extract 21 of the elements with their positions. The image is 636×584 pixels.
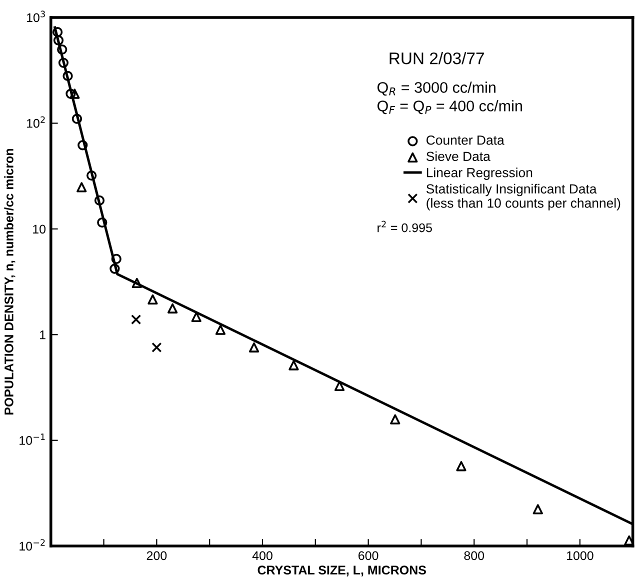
x-tick-label: 200: [146, 551, 167, 560]
legend-label: Sieve Data: [426, 151, 490, 162]
y-tick-label: 10$^{3}$: [26, 10, 45, 22]
annotation: r$^{2}$ = 0.995: [378, 220, 432, 232]
x-tick-label: 1000: [566, 551, 594, 560]
annotation: RUN 2/03/77: [390, 52, 484, 64]
y-tick-label: 10$^{2}$: [26, 116, 45, 128]
legend-label: Counter Data: [426, 135, 504, 145]
y-axis-title: POPULATION DENSITY, n, number/cc micron: [4, 148, 16, 415]
y-tick-label: 10: [33, 224, 46, 234]
annotation: Q$_{R}$ = 3000 cc/min: [377, 82, 496, 96]
annotation: Q$_{F}$ = Q$_{P}$ = 400 cc/min: [377, 100, 522, 114]
x-axis-title: CRYSTAL SIZE, L, MICRONS: [258, 566, 426, 576]
y-tick-label: 1: [40, 330, 46, 340]
y-tick-label: 10$^{−1}$: [20, 434, 45, 445]
legend-label: Statistically Insignificant Data (less than 10 counts per channel): [426, 184, 620, 210]
x-tick-label: 400: [252, 551, 272, 560]
y-tick-label: 10$^{−2}$: [20, 539, 45, 551]
x-tick-label: 800: [464, 551, 484, 560]
legend-label: Linear Regression: [426, 168, 532, 180]
x-tick-label: 600: [358, 551, 378, 560]
